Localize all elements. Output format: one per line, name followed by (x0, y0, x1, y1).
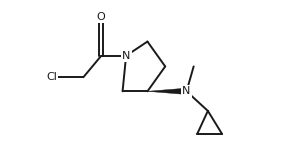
Polygon shape (148, 88, 186, 95)
Text: N: N (182, 86, 191, 96)
Text: Cl: Cl (46, 72, 57, 82)
Text: N: N (122, 51, 130, 61)
Text: O: O (97, 12, 106, 22)
